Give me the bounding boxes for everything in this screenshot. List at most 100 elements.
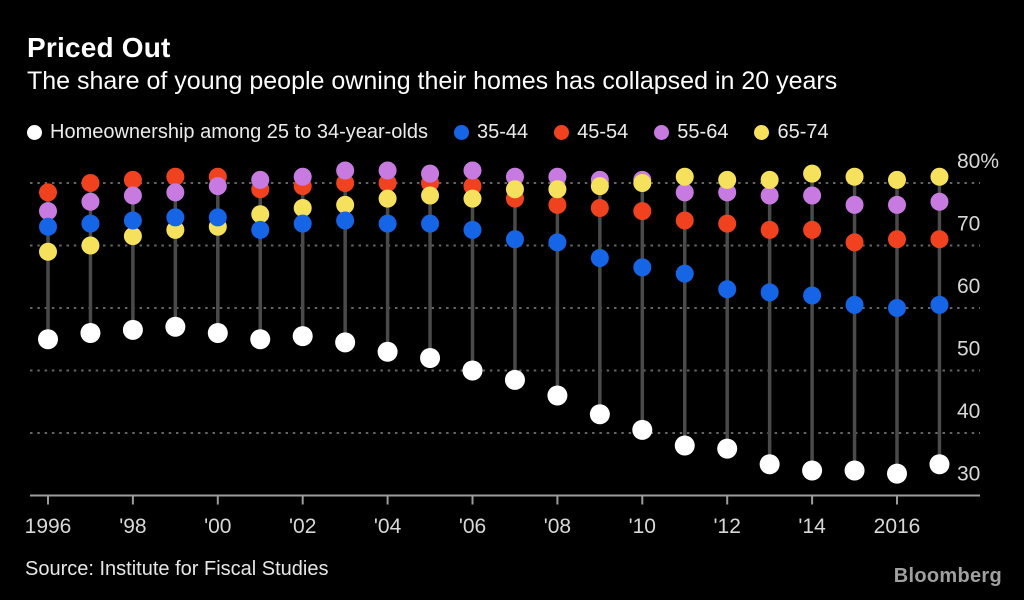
data-dot-25-34 [80,323,101,343]
data-dot-55-64 [251,170,270,189]
data-dot-25-34 [250,329,271,350]
data-dot-35-44 [675,264,694,283]
data-dot-35-44 [930,295,949,314]
data-dot-25-34 [844,460,865,481]
data-dot-65-74 [421,186,440,205]
legend-dot-icon [554,125,570,140]
x-tick-label: '10 [629,515,656,538]
legend-label: 45-54 [577,121,629,143]
y-tick-label: 30 [957,463,980,486]
data-dot-55-64 [930,192,949,211]
data-dot-35-44 [548,233,567,252]
data-dot-35-44 [293,214,312,233]
data-dot-45-54 [930,230,949,249]
data-dot-55-64 [888,195,906,214]
data-dot-35-44 [505,230,524,249]
data-dot-25-34 [929,454,950,475]
data-dot-35-44 [421,214,440,233]
data-dot-65-74 [505,180,524,199]
data-dot-65-74 [930,167,949,186]
x-tick-label: '04 [374,515,402,538]
data-dot-25-34 [377,341,398,362]
legend-label: 55-64 [677,121,729,143]
legend-item-55-64: 55-64 [654,121,728,144]
data-dot-35-44 [336,211,355,230]
data-dot-55-64 [718,183,737,202]
data-dot-65-74 [718,170,737,189]
data-dot-25-34 [165,316,186,337]
data-dot-35-44 [888,299,906,317]
y-tick-label: 80% [957,150,999,173]
data-dot-45-54 [548,195,567,214]
data-dot-45-54 [718,214,737,233]
data-dot-45-54 [81,174,100,192]
data-dot-25-34 [420,348,441,368]
data-dot-45-54 [633,202,652,221]
data-dot-45-54 [888,230,906,249]
data-dot-45-54 [803,220,822,239]
data-dot-55-64 [803,186,822,205]
legend-item-35-44: 35-44 [453,121,528,144]
legend-label: Homeownership among 25 to 34-year-olds [50,121,428,143]
x-tick-label: '06 [459,515,486,538]
y-tick-label: 70 [957,213,980,236]
data-dot-25-34 [207,323,228,343]
legend-dot-icon [27,125,42,140]
data-dot-45-54 [675,211,694,230]
data-dot-55-64 [166,183,185,202]
data-dot-65-74 [845,167,864,186]
data-dot-55-64 [845,195,864,214]
legend-dot-icon [453,125,469,140]
x-tick-label: '14 [798,515,826,538]
data-dot-55-64 [421,164,440,183]
data-dot-25-34 [717,438,738,459]
data-dot-65-74 [463,189,482,208]
data-dot-55-64 [81,192,100,211]
data-dot-25-34 [759,454,780,475]
data-dot-65-74 [378,189,397,208]
data-dot-25-34 [38,329,58,350]
bloomberg-logo: Bloomberg [893,565,1002,587]
x-tick-label: 2016 [874,515,921,538]
data-dot-65-74 [251,205,270,224]
data-dot-25-34 [122,319,143,340]
data-dot-25-34 [674,435,695,456]
data-dot-55-64 [675,183,694,202]
data-dot-25-34 [589,404,610,425]
data-dot-65-74 [336,195,355,214]
data-dot-65-74 [548,180,567,199]
source-note: Source: Institute for Fiscal Studies [25,558,329,580]
data-dot-25-34 [887,463,907,484]
data-dot-25-34 [802,460,823,481]
data-dot-25-34 [632,419,653,440]
data-dot-55-64 [123,186,142,205]
data-dot-35-44 [590,249,609,267]
data-dot-65-74 [888,170,906,189]
legend-dot-icon [754,125,770,140]
data-dot-45-54 [845,233,864,252]
data-dot-35-44 [718,280,737,299]
data-dot-55-64 [548,167,567,186]
x-tick-label: '08 [544,515,571,538]
data-dot-35-44 [166,208,185,227]
data-dot-35-44 [251,220,270,239]
data-dot-35-44 [123,211,142,230]
data-dot-55-64 [760,186,779,205]
data-dot-35-44 [760,283,779,302]
data-dot-45-54 [463,177,482,196]
data-dot-65-74 [675,167,694,186]
y-tick-label: 50 [957,338,980,361]
data-dot-45-54 [378,174,397,192]
data-dot-45-54 [590,199,609,217]
data-dot-45-54 [166,167,185,186]
data-dot-35-44 [803,286,822,305]
page-title: Priced Out [27,32,171,63]
data-dot-55-64 [336,161,355,180]
data-dot-55-64 [293,167,312,186]
data-dot-65-74 [166,220,185,239]
data-dot-35-44 [81,214,100,233]
data-dot-45-54 [123,170,142,189]
legend-dot-icon [654,125,670,140]
data-dot-35-44 [633,258,652,277]
